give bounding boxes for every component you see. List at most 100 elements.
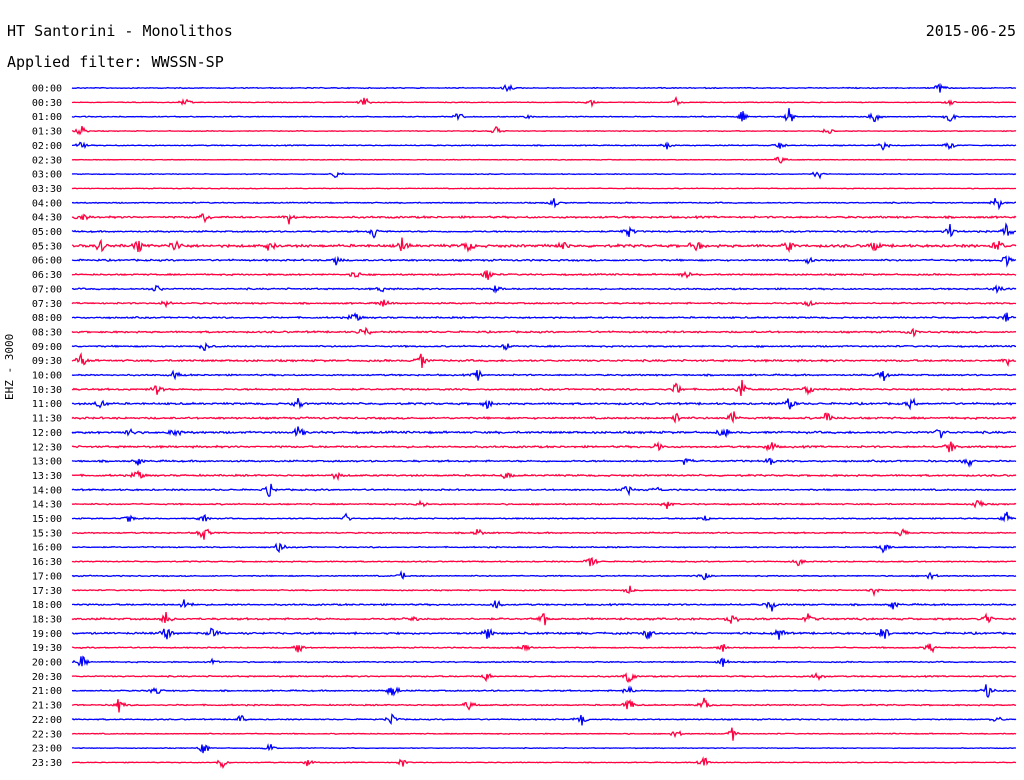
row-time-label: 21:00 xyxy=(32,686,62,697)
seismogram-trace-0700 xyxy=(71,284,1017,295)
seismogram-trace-2300 xyxy=(71,743,1016,754)
row-time-label: 09:00 xyxy=(32,342,62,353)
seismogram-trace-1730 xyxy=(71,585,1017,598)
seismogram-trace-2330 xyxy=(72,756,1017,770)
seismogram-trace-1430 xyxy=(71,499,1017,510)
seismogram-trace-1630 xyxy=(71,556,1017,567)
row-time-label: 16:00 xyxy=(32,543,62,554)
seismogram-trace-1930 xyxy=(71,643,1017,654)
seismogram-trace-1600 xyxy=(71,542,1017,554)
row-time-label: 13:30 xyxy=(32,471,62,482)
seismogram-trace-2230 xyxy=(71,727,1017,741)
seismogram-trace-2130 xyxy=(72,697,1017,713)
row-time-label: 21:30 xyxy=(32,701,62,712)
seismogram-trace-1530 xyxy=(71,528,1017,540)
seismogram-trace-0830 xyxy=(71,326,1017,338)
row-time-label: 14:00 xyxy=(32,485,62,496)
row-time-label: 07:30 xyxy=(32,299,62,310)
row-time-label: 14:30 xyxy=(32,500,62,511)
seismogram-trace-0300 xyxy=(71,171,1017,180)
seismogram-trace-1230 xyxy=(71,440,1017,453)
row-time-label: 04:30 xyxy=(32,213,62,224)
seismogram-trace-2200 xyxy=(71,713,1017,726)
seismogram-trace-0330 xyxy=(71,187,1016,190)
filter-label: Applied filter: xyxy=(7,53,143,71)
row-time-label: 06:30 xyxy=(32,270,62,281)
row-time-label: 08:30 xyxy=(32,327,62,338)
seismogram-trace-0630 xyxy=(71,270,1017,280)
row-time-label: 03:00 xyxy=(32,170,62,181)
row-time-label: 10:30 xyxy=(32,385,62,396)
seismogram-trace-0400 xyxy=(71,198,1016,211)
seismogram-trace-2030 xyxy=(71,672,1017,683)
seismogram-trace-0900 xyxy=(71,341,1017,351)
row-time-label: 22:00 xyxy=(32,715,62,726)
row-time-label: 11:30 xyxy=(32,414,62,425)
row-time-label: 01:30 xyxy=(32,127,62,138)
seismogram-trace-0930 xyxy=(71,352,1017,369)
seismogram-trace-0230 xyxy=(71,156,1017,164)
seismogram-trace-0130 xyxy=(72,125,1017,136)
seismogram-trace-1030 xyxy=(71,379,1017,396)
seismogram-trace-1400 xyxy=(71,483,1017,498)
row-time-label: 02:30 xyxy=(32,155,62,166)
row-time-label: 15:30 xyxy=(32,528,62,539)
seismogram-trace-0200 xyxy=(72,141,1017,151)
station-title: HT Santorini - Monolithos xyxy=(7,22,233,40)
row-time-label: 20:30 xyxy=(32,672,62,683)
row-time-label: 06:00 xyxy=(32,256,62,267)
row-time-label: 12:00 xyxy=(32,428,62,439)
row-time-label: 11:00 xyxy=(32,399,62,410)
filter-value: WWSSN-SP xyxy=(151,53,224,71)
row-time-label: 18:30 xyxy=(32,614,62,625)
seismogram-trace-0500 xyxy=(71,222,1017,239)
seismogram-trace-1200 xyxy=(71,426,1017,439)
row-time-label: 15:00 xyxy=(32,514,62,525)
row-time-label: 23:00 xyxy=(32,744,62,755)
row-time-label: 16:30 xyxy=(32,557,62,568)
seismogram-trace-0530 xyxy=(71,237,1017,254)
seismogram-trace-1830 xyxy=(71,612,1017,626)
row-time-label: 19:30 xyxy=(32,643,62,654)
seismogram-trace-0730 xyxy=(71,299,1017,309)
row-time-label: 09:30 xyxy=(32,356,62,367)
row-time-label: 00:30 xyxy=(32,98,62,109)
row-time-label: 00:00 xyxy=(32,84,62,95)
row-time-label: 23:30 xyxy=(32,758,62,769)
row-time-label: 02:00 xyxy=(32,141,62,152)
seismogram-trace-1900 xyxy=(71,627,1017,640)
seismogram-trace-2000 xyxy=(71,655,1017,667)
seismogram-trace-0800 xyxy=(71,312,1017,322)
seismogram-trace-0030 xyxy=(71,95,1016,109)
row-time-label: 03:30 xyxy=(32,184,62,195)
seismogram-trace-1130 xyxy=(71,411,1017,424)
row-time-label: 17:30 xyxy=(32,586,62,597)
seismogram-trace-0100 xyxy=(71,108,1017,123)
seismogram-trace-1000 xyxy=(71,369,1017,382)
seismogram-trace-1500 xyxy=(71,511,1017,523)
row-time-label: 18:00 xyxy=(32,600,62,611)
row-time-label: 20:00 xyxy=(32,658,62,669)
filter-line: Applied filter: WWSSN-SP xyxy=(7,53,224,71)
row-time-label: 10:00 xyxy=(32,371,62,382)
seismogram-trace-2100 xyxy=(72,684,1017,699)
row-time-label: 07:00 xyxy=(32,284,62,295)
seismogram-trace-1330 xyxy=(71,469,1017,482)
row-time-label: 05:00 xyxy=(32,227,62,238)
seismogram-trace-1800 xyxy=(71,599,1017,612)
row-time-label: 19:00 xyxy=(32,629,62,640)
row-time-label: 22:30 xyxy=(32,729,62,740)
row-time-label: 13:00 xyxy=(32,457,62,468)
row-time-label: 08:00 xyxy=(32,313,62,324)
row-time-label: 05:30 xyxy=(32,241,62,252)
seismogram-trace-1300 xyxy=(71,457,1017,468)
row-time-label: 04:00 xyxy=(32,198,62,209)
date-label: 2015-06-25 xyxy=(925,22,1016,40)
seismogram-trace-0000 xyxy=(71,82,1017,93)
seismogram-trace-0430 xyxy=(71,213,1017,225)
row-time-label: 01:00 xyxy=(32,112,62,123)
row-time-label: 12:30 xyxy=(32,442,62,453)
seismogram-trace-1100 xyxy=(71,397,1017,411)
seismogram-trace-1700 xyxy=(71,569,1017,581)
